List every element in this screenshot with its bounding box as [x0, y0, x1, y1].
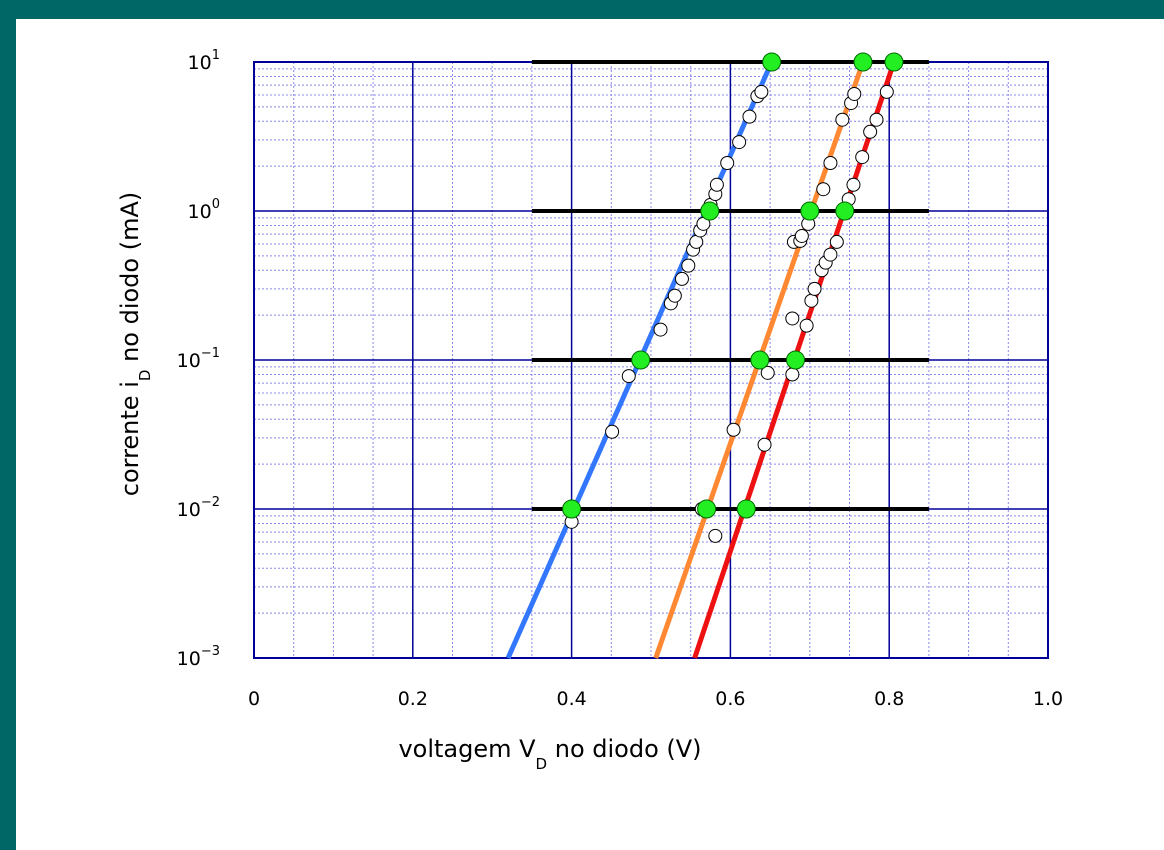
fit-points — [562, 52, 904, 519]
y-tick-label: 100 — [188, 197, 220, 223]
y-tick-label: 10−1 — [177, 346, 220, 372]
fit-point — [853, 52, 873, 72]
x-tick-label: 1.0 — [1033, 688, 1063, 710]
measured-point — [794, 228, 809, 243]
fit-point — [835, 201, 855, 221]
measured-point — [653, 322, 668, 337]
fit-point — [631, 350, 651, 370]
measured-point — [823, 155, 838, 170]
measured-point — [785, 367, 800, 382]
measured-point — [674, 271, 689, 286]
fit-point — [700, 201, 720, 221]
measured-point — [621, 369, 636, 384]
y-tick-label: 101 — [188, 48, 220, 74]
measured-point — [807, 281, 822, 296]
measured-point — [681, 258, 696, 273]
measured-point — [757, 437, 772, 452]
fit-point — [562, 499, 582, 519]
measured-point — [709, 177, 724, 192]
measured-point — [829, 234, 844, 249]
y-tick-label: 10−2 — [177, 495, 220, 521]
slide: 0 0.2 0.4 0.6 0.8 1.0 101 100 10−1 10−2 10−3 volt… — [16, 19, 1164, 850]
measured-point — [667, 288, 682, 303]
measured-point — [863, 124, 878, 139]
y-tick-base: 10 — [177, 648, 201, 670]
measured-point — [799, 318, 814, 333]
measured-point — [760, 365, 775, 380]
measured-point — [720, 155, 735, 170]
measured-point — [754, 84, 769, 99]
x-tick-labels: 0 0.2 0.4 0.6 0.8 1.0 — [248, 688, 1063, 710]
fit-point — [884, 52, 904, 72]
measured-point — [785, 311, 800, 326]
y-tick-label: 10−3 — [177, 644, 220, 670]
measured-point — [605, 424, 620, 439]
fit-point — [697, 499, 717, 519]
fit-point — [762, 52, 782, 72]
x-tick-label: 0.6 — [715, 688, 745, 710]
measured-point — [847, 86, 862, 101]
measured-point — [708, 528, 723, 543]
y-tick-exponent: −3 — [201, 644, 220, 659]
x-tick-label: 0 — [248, 688, 260, 710]
fit-point — [800, 201, 820, 221]
y-tick-exponent: 0 — [212, 197, 220, 212]
reference-lines — [531, 60, 929, 511]
measured-point — [846, 177, 861, 192]
x-tick-label: 0.8 — [874, 688, 904, 710]
y-tick-base: 10 — [188, 52, 212, 74]
y-axis-label: corrente iD no diodo (mA) — [116, 192, 154, 497]
y-tick-exponent: −1 — [201, 346, 220, 361]
measured-point — [855, 150, 870, 165]
x-axis-label: voltagem VD no diodo (V) — [398, 735, 701, 773]
measured-point — [869, 112, 884, 127]
measured-point — [816, 182, 831, 197]
fit-point — [750, 350, 770, 370]
measured-point — [823, 247, 838, 262]
measured-point — [732, 135, 747, 150]
fit-point — [786, 350, 806, 370]
y-tick-base: 10 — [177, 350, 201, 372]
measured-point — [742, 109, 757, 124]
measured-point — [879, 84, 894, 99]
y-tick-base: 10 — [177, 499, 201, 521]
y-tick-exponent: −2 — [201, 495, 220, 510]
measured-point — [835, 112, 850, 127]
x-tick-label: 0.2 — [398, 688, 428, 710]
measured-points — [564, 84, 894, 543]
measured-point — [726, 422, 741, 437]
x-tick-label: 0.4 — [556, 688, 586, 710]
y-tick-exponent: 1 — [212, 48, 220, 63]
y-tick-base: 10 — [188, 201, 212, 223]
measured-point — [804, 293, 819, 308]
fit-point — [736, 499, 756, 519]
